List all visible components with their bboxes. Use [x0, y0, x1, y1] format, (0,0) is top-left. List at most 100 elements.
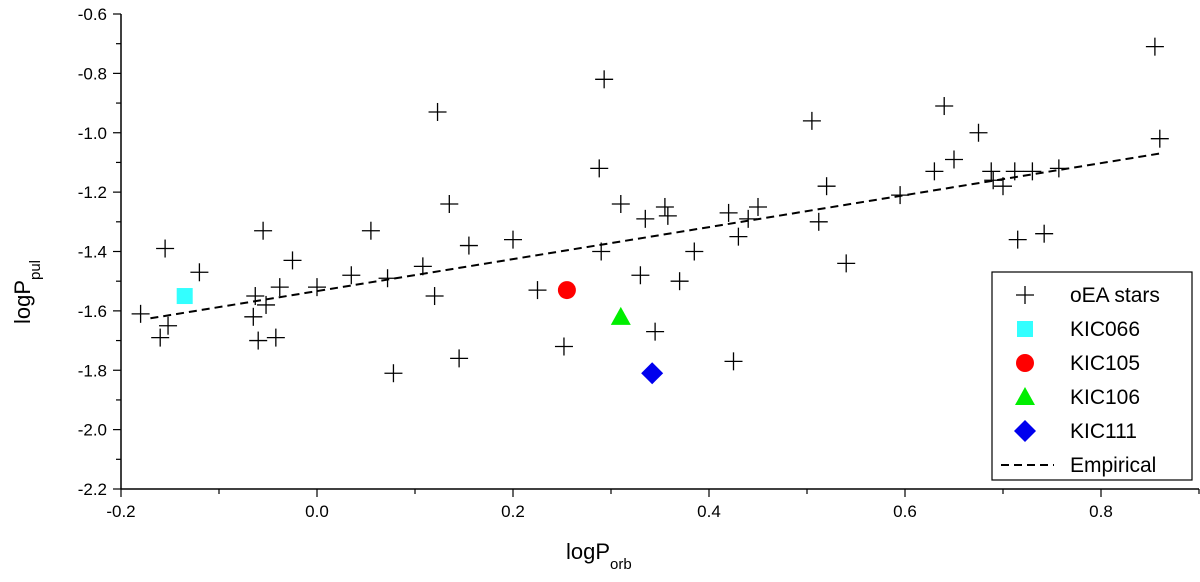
oea-star-point	[658, 206, 677, 225]
oea-star-point	[982, 162, 1001, 181]
oea-star-point	[440, 195, 459, 213]
x-axis-title: logPorb	[566, 539, 632, 573]
x-tick-label: -0.2	[106, 502, 135, 521]
oea-star-point	[925, 162, 944, 181]
oea-star-point	[554, 337, 573, 356]
legend-box	[991, 271, 1193, 481]
oea-star-point	[719, 203, 738, 222]
oea-star-point	[246, 287, 265, 306]
y-tick-label: -0.8	[78, 64, 107, 83]
oea-star-point	[1035, 224, 1054, 243]
oea-star-point	[595, 70, 614, 89]
oea-star-point	[384, 364, 403, 383]
oea-star-point	[270, 278, 289, 297]
data-points	[131, 37, 1169, 385]
oea-star-point	[190, 263, 209, 282]
oea-star-point	[1049, 159, 1068, 178]
oea-star-point	[257, 295, 276, 314]
x-axis-title-sub: orb	[610, 556, 632, 573]
oea-star-point	[817, 177, 836, 196]
legend-label: KIC066	[1070, 318, 1140, 341]
oea-star-point	[837, 254, 856, 273]
legend-label: KIC106	[1070, 386, 1140, 409]
y-tick-label: -1.6	[78, 302, 107, 321]
oea-star-point	[984, 171, 1003, 190]
oea-star-point	[151, 328, 170, 347]
legend-label: Empirical	[1070, 454, 1156, 477]
oea-star-point	[1023, 162, 1042, 181]
kic066-point	[176, 288, 193, 305]
oea-star-point	[425, 287, 444, 306]
oea-star-point	[724, 352, 743, 371]
oea-star-point	[646, 322, 665, 341]
legend-symbol	[1016, 354, 1034, 372]
oea-star-point	[361, 221, 380, 240]
oea-star-point	[528, 281, 547, 300]
oea-star-point	[592, 242, 611, 261]
x-tick-label: 0.2	[501, 502, 525, 521]
x-tick-label: 0.6	[893, 502, 917, 521]
oea-star-point	[739, 209, 758, 228]
oea-star-point	[1150, 129, 1169, 148]
legend-symbol	[1016, 286, 1034, 304]
oea-star-point	[413, 257, 432, 276]
oea-star-point	[670, 272, 689, 291]
oea-star-point	[283, 251, 302, 270]
legend-item: Empirical	[1001, 454, 1156, 477]
kic106-point	[610, 306, 631, 325]
y-tick-label: -2.0	[78, 421, 107, 440]
oea-star-point	[749, 197, 767, 216]
legend-rows: oEA stars KIC066 KIC105 KIC106 KIC111 Empiric…	[1001, 284, 1160, 477]
oea-star-point	[159, 316, 178, 335]
oea-star-point	[254, 221, 273, 240]
oea-star-point	[244, 307, 263, 326]
legend-item: oEA stars	[1016, 284, 1160, 307]
legend-item: KIC066	[1017, 318, 1140, 341]
kic105-point	[557, 281, 576, 300]
oea-star-point	[378, 269, 397, 288]
oea-star-point	[631, 266, 650, 285]
oea-star-point	[266, 328, 285, 347]
oea-star-point	[636, 209, 655, 228]
legend-label: KIC105	[1070, 352, 1140, 375]
oea-star-point	[1145, 37, 1164, 56]
svg-text:logPorb: logPorb	[566, 539, 632, 573]
x-tick-label: 0.0	[305, 502, 329, 521]
y-tick-label: -2.2	[78, 480, 107, 499]
oea-star-point	[611, 195, 630, 213]
y-axis-title-sub: pul	[27, 260, 44, 280]
legend: oEA stars KIC066 KIC105 KIC106 KIC111 Empiric…	[991, 271, 1193, 481]
oea-star-point	[1005, 162, 1024, 181]
svg-text:logPpul: logPpul	[10, 260, 44, 324]
x-tick-label: 0.8	[1089, 502, 1113, 521]
oea-star-point	[249, 331, 268, 350]
oea-star-point	[655, 197, 674, 216]
y-tick-label: -1.0	[78, 124, 107, 143]
oea-star-point	[809, 212, 828, 231]
oea-star-point	[131, 304, 150, 323]
oea-star-point	[729, 227, 748, 246]
y-axis-title: logPpul	[10, 260, 44, 324]
oea-star-point	[969, 123, 988, 142]
oea-star-point	[802, 111, 821, 130]
y-axis-title-main: logP	[10, 280, 35, 324]
y-tick-label: -1.8	[78, 361, 107, 380]
oea-star-point	[156, 239, 175, 258]
empirical-fit-layer	[150, 152, 1160, 320]
empirical-fit-line	[150, 152, 1160, 320]
y-tick-label: -1.2	[78, 183, 107, 202]
y-tick-label: -0.6	[78, 5, 107, 24]
oea-star-point	[308, 278, 326, 297]
oea-star-point	[935, 97, 954, 116]
legend-item: KIC106	[1015, 386, 1140, 409]
oea-star-point	[590, 159, 609, 178]
oea-star-point	[450, 349, 469, 368]
legend-symbol	[1015, 387, 1035, 405]
oea-star-point	[504, 230, 522, 249]
oea-star-point	[685, 242, 704, 261]
kic111-point	[641, 362, 664, 385]
y-tick-label: -1.4	[78, 243, 107, 262]
axis-ticks: -0.2 0.0 0.2 0.4 0.6 0.8 -2.2 -2.0 -1.8 -1.6 -1.4 -…	[78, 5, 1200, 521]
legend-symbol	[1017, 321, 1033, 337]
